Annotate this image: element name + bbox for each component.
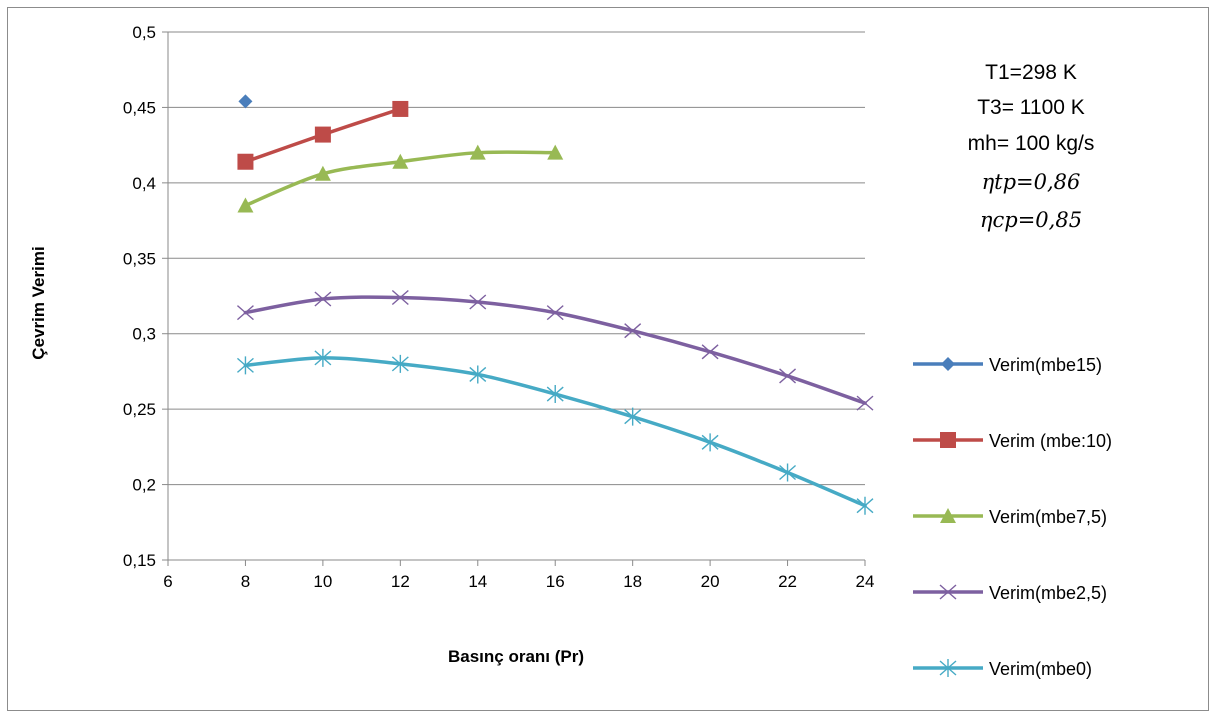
data-point <box>546 305 564 321</box>
chart-frame: 0,15 0,2 0,25 0,3 0,35 0,4 0,45 0,5 6 8 10 12 14 16 18… <box>7 7 1209 711</box>
annotation-t3: T3= 1100 K <box>977 96 1085 119</box>
x-tick-label: 18 <box>623 572 642 591</box>
legend-marker <box>941 357 955 371</box>
legend: Verim(mbe15) Verim (mbe:10) Verim(mbe7,5) V… <box>913 355 1112 679</box>
x-tick-label: 8 <box>241 572 250 591</box>
data-point <box>624 407 642 426</box>
x-tick-label: 24 <box>856 572 875 591</box>
data-point <box>779 368 797 384</box>
data-point <box>237 153 254 170</box>
data-point <box>546 385 564 404</box>
legend-label: Verim(mbe7,5) <box>989 507 1107 527</box>
annotation-mass-flow: mh= 100 kg/s <box>968 132 1095 155</box>
legend-item-3: Verim(mbe7,5) <box>913 507 1107 527</box>
x-tick-label: 14 <box>468 572 487 591</box>
data-point <box>469 365 487 384</box>
legend-label: Verim (mbe:10) <box>989 431 1112 451</box>
series-3 <box>237 144 564 213</box>
annotation-eta-tp: ηtp=0,86 <box>982 170 1081 194</box>
y-tick-label: 0,15 <box>123 551 156 570</box>
data-point <box>856 496 874 515</box>
data-point <box>314 348 332 367</box>
x-axis-title: Basınç oranı (Pr) <box>448 647 584 666</box>
legend-marker <box>940 508 956 523</box>
x-tick-label: 12 <box>391 572 410 591</box>
data-point <box>469 294 487 310</box>
data-point <box>392 153 409 169</box>
data-point <box>314 165 331 181</box>
data-point <box>391 354 409 373</box>
annotation-eta-cp: ηcp=0,85 <box>980 208 1082 232</box>
data-point <box>392 100 409 117</box>
data-point <box>238 94 253 109</box>
data-point <box>701 344 719 360</box>
data-point <box>779 463 797 482</box>
legend-marker <box>939 584 957 600</box>
y-tick-label: 0,2 <box>132 476 156 495</box>
y-tick-label: 0,25 <box>123 400 156 419</box>
y-tick-label: 0,35 <box>123 249 156 268</box>
legend-item-2: Verim (mbe:10) <box>913 431 1112 451</box>
x-tick-label: 16 <box>546 572 565 591</box>
data-point <box>469 144 486 160</box>
legend-item-1: Verim(mbe15) <box>913 355 1102 375</box>
data-point <box>314 291 332 307</box>
data-point <box>624 323 642 339</box>
legend-marker <box>939 659 957 677</box>
axis-layer: 0,15 0,2 0,25 0,3 0,35 0,4 0,45 0,5 6 8 10 12 14 16 18… <box>123 23 875 591</box>
series-2 <box>237 100 409 170</box>
x-tick-label: 6 <box>163 572 172 591</box>
legend-label: Verim(mbe2,5) <box>989 583 1107 603</box>
legend-label: Verim(mbe15) <box>989 355 1102 375</box>
annotation-t1: T1=298 K <box>985 61 1077 84</box>
y-axis-title: Çevrim Verimi <box>29 246 48 359</box>
series-line <box>243 356 867 508</box>
grid-layer <box>168 31 865 561</box>
series-4 <box>236 289 874 411</box>
data-point <box>236 356 254 375</box>
annotation-box: T1=298 K T3= 1100 K mh= 100 kg/s ηtp=0,8… <box>968 61 1095 232</box>
data-point <box>237 197 254 213</box>
chart-svg: 0,15 0,2 0,25 0,3 0,35 0,4 0,45 0,5 6 8 10 12 14 16 18… <box>29 23 1112 679</box>
x-tick-label: 10 <box>313 572 332 591</box>
x-tick-label: 20 <box>701 572 720 591</box>
data-point <box>701 433 719 452</box>
y-tick-label: 0,3 <box>132 325 156 344</box>
y-tick-label: 0,5 <box>132 23 156 42</box>
legend-item-5: Verim(mbe0) <box>913 659 1092 679</box>
legend-label: Verim(mbe0) <box>989 659 1092 679</box>
series-1 <box>238 94 253 109</box>
data-point <box>236 305 254 321</box>
legend-marker <box>940 432 956 448</box>
data-point <box>547 144 564 160</box>
y-tick-label: 0,45 <box>123 98 156 117</box>
x-tick-label: 22 <box>778 572 797 591</box>
data-point <box>856 395 874 411</box>
series-layer <box>236 94 874 515</box>
series-5 <box>236 348 874 515</box>
data-point <box>391 289 409 306</box>
y-tick-label: 0,4 <box>132 174 156 193</box>
legend-item-4: Verim(mbe2,5) <box>913 583 1107 603</box>
data-point <box>314 126 331 143</box>
